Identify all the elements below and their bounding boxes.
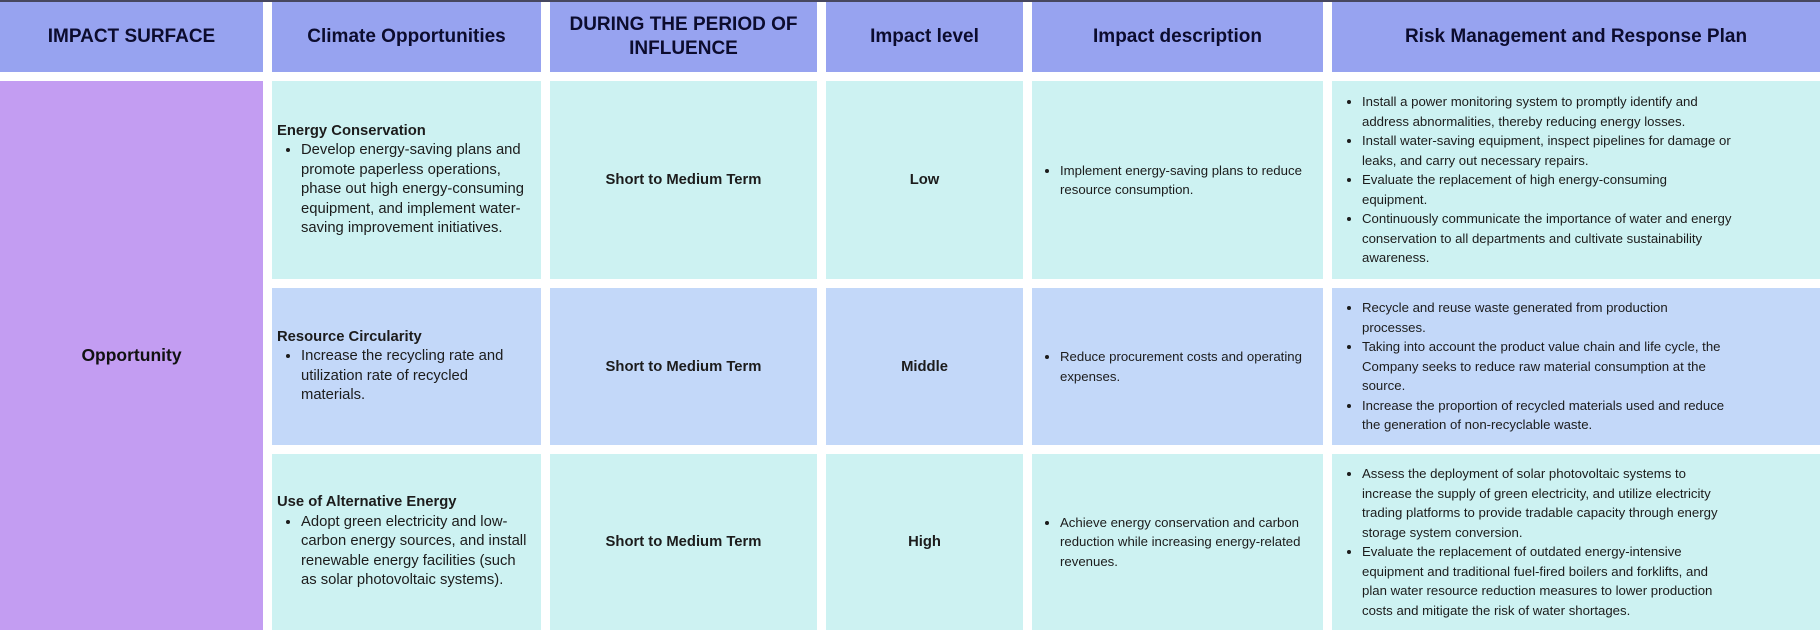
bullet-item: Increase the recycling rate and utilizat…	[301, 347, 529, 406]
bullet-item: Increase the proportion of recycled mate…	[1362, 396, 1735, 435]
impact-description-bullets: Achieve energy conservation and carbon r…	[1038, 513, 1315, 572]
bullet-item: Implement energy-saving plans to reduce …	[1060, 161, 1315, 200]
impact-level-cell: High	[826, 454, 1023, 630]
impact-description-cell: Achieve energy conservation and carbon r…	[1032, 454, 1323, 630]
risk-plan-bullets: Install a power monitoring system to pro…	[1340, 92, 1735, 268]
bullet-item: Assess the deployment of solar photovolt…	[1362, 464, 1735, 542]
bullet-item: Install a power monitoring system to pro…	[1362, 92, 1735, 131]
header-cell-impact-level: Impact level	[826, 2, 1023, 72]
period-cell: Short to Medium Term	[550, 288, 817, 445]
opportunity-bullets: Develop energy-saving plans and promote …	[277, 141, 529, 239]
opportunity-title: Energy Conservation	[277, 122, 426, 139]
bullet-item: Develop energy-saving plans and promote …	[301, 141, 529, 239]
header-label: Impact level	[870, 26, 979, 47]
header-cell-impact-surface: IMPACT SURFACE	[0, 2, 263, 72]
climate-opportunity-cell: Resource Circularity Increase the recycl…	[272, 288, 541, 445]
risk-plan-bullets: Recycle and reuse waste generated from p…	[1340, 298, 1735, 435]
impact-surface-opportunity-cell: Opportunity	[0, 81, 263, 630]
bullet-item: Continuously communicate the importance …	[1362, 209, 1735, 268]
bullet-item: Reduce procurement costs and operating e…	[1060, 347, 1315, 386]
header-label: DURING THE PERIOD OF INFLUENCE	[569, 14, 798, 59]
header-cell-impact-description: Impact description	[1032, 2, 1323, 72]
impact-description-bullets: Reduce procurement costs and operating e…	[1038, 347, 1315, 386]
bullet-item: Evaluate the replacement of outdated ene…	[1362, 542, 1735, 620]
header-label: Risk Management and Response Plan	[1404, 26, 1748, 47]
bullet-item: Install water-saving equipment, inspect …	[1362, 131, 1735, 170]
impact-level-cell: Middle	[826, 288, 1023, 445]
impact-level-cell: Low	[826, 81, 1023, 279]
bullet-item: Evaluate the replacement of high energy-…	[1362, 170, 1735, 209]
climate-opportunity-cell: Use of Alternative Energy Adopt green el…	[272, 454, 541, 630]
risk-plan-cell: Install a power monitoring system to pro…	[1332, 81, 1820, 279]
climate-opportunity-cell: Energy Conservation Develop energy-savin…	[272, 81, 541, 279]
impact-description-cell: Implement energy-saving plans to reduce …	[1032, 81, 1323, 279]
risk-plan-cell: Assess the deployment of solar photovolt…	[1332, 454, 1820, 630]
period-cell: Short to Medium Term	[550, 81, 817, 279]
bullet-item: Achieve energy conservation and carbon r…	[1060, 513, 1315, 572]
opportunity-title: Use of Alternative Energy	[277, 494, 457, 511]
header-cell-period-of-influence: DURING THE PERIOD OF INFLUENCE	[550, 2, 817, 72]
risk-plan-cell: Recycle and reuse waste generated from p…	[1332, 288, 1820, 445]
header-label: Impact description	[1093, 26, 1262, 47]
opportunity-bullets: Adopt green electricity and low-carbon e…	[277, 513, 529, 591]
bullet-item: Taking into account the product value ch…	[1362, 337, 1735, 396]
period-cell: Short to Medium Term	[550, 454, 817, 630]
impact-description-cell: Reduce procurement costs and operating e…	[1032, 288, 1323, 445]
header-cell-risk-management: Risk Management and Response Plan	[1332, 2, 1820, 72]
bullet-item: Recycle and reuse waste generated from p…	[1362, 298, 1735, 337]
opportunity-title: Resource Circularity	[277, 328, 422, 345]
header-label: IMPACT SURFACE	[47, 26, 216, 47]
bullet-item: Adopt green electricity and low-carbon e…	[301, 513, 529, 591]
risk-plan-bullets: Assess the deployment of solar photovolt…	[1340, 464, 1735, 620]
opportunity-bullets: Increase the recycling rate and utilizat…	[277, 347, 529, 406]
header-cell-climate-opportunities: Climate Opportunities	[272, 2, 541, 72]
header-label: Climate Opportunities	[307, 26, 506, 47]
impact-description-bullets: Implement energy-saving plans to reduce …	[1038, 161, 1315, 200]
